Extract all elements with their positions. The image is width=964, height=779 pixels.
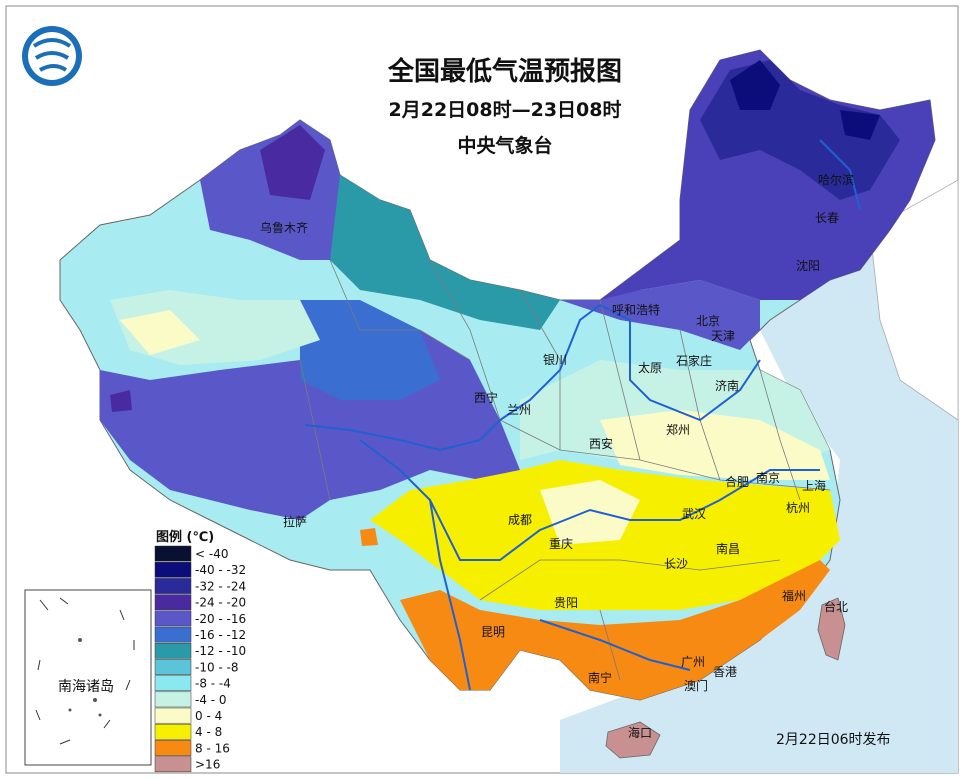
legend-label: -24 - -20 bbox=[195, 596, 246, 610]
zone-central-warm bbox=[600, 410, 830, 480]
city-label: 上海 bbox=[802, 478, 826, 493]
zone-tibet-spot bbox=[110, 390, 132, 412]
legend-swatch bbox=[154, 626, 192, 643]
city-label: 福州 bbox=[782, 588, 806, 603]
city-label: 北京 bbox=[696, 314, 720, 328]
legend-label: < -40 bbox=[195, 547, 228, 561]
legend-swatch bbox=[154, 594, 192, 611]
city-label: 澳门 bbox=[684, 678, 708, 693]
city-label: 武汉 bbox=[682, 507, 706, 521]
legend-label: -8 - -4 bbox=[195, 677, 231, 691]
legend-swatch bbox=[154, 642, 192, 659]
city-label: 长沙 bbox=[664, 557, 688, 571]
legend-label: -32 - -24 bbox=[195, 579, 246, 593]
inset-islands bbox=[68, 638, 102, 717]
issue-time: 2月22日06时发布 bbox=[776, 732, 891, 748]
legend-label: -12 - -10 bbox=[195, 644, 246, 658]
zone-gansu-teal bbox=[330, 175, 560, 330]
city-label: 银川 bbox=[543, 353, 567, 367]
city-label: 石家庄 bbox=[676, 353, 712, 368]
south-china-sea-inset: 南海诸岛 bbox=[24, 589, 152, 766]
legend-label: >16 bbox=[195, 758, 220, 772]
legend-label: 8 - 16 bbox=[195, 741, 230, 755]
inset-frame bbox=[24, 589, 152, 766]
taiwan-island bbox=[817, 597, 846, 661]
city-label: 拉萨 bbox=[283, 514, 307, 529]
inset-label: 南海诸岛 bbox=[58, 679, 114, 695]
city-label: 南宁 bbox=[588, 670, 612, 685]
city-label: 南京 bbox=[756, 470, 780, 485]
legend-swatch bbox=[154, 691, 192, 708]
korea-japan-land bbox=[869, 179, 959, 421]
legend-swatch bbox=[154, 740, 192, 756]
legend-label: -40 - -32 bbox=[195, 563, 246, 577]
cma-logo-icon bbox=[22, 26, 82, 86]
city-label: 南昌 bbox=[716, 541, 740, 556]
city-label: 昆明 bbox=[481, 625, 505, 639]
city-label: 合肥 bbox=[725, 474, 749, 489]
city-label: 长春 bbox=[815, 211, 839, 225]
issuing-agency: 中央气象台 bbox=[457, 134, 552, 157]
legend-label: -20 - -16 bbox=[195, 612, 246, 626]
city-label: 海口 bbox=[628, 725, 652, 740]
legend-swatch bbox=[154, 561, 192, 578]
zone-tarim-warm bbox=[120, 310, 200, 355]
legend-swatch bbox=[154, 610, 192, 627]
legend-label: -4 - 0 bbox=[195, 693, 227, 707]
forecast-period: 2月22日08时—23日08时 bbox=[389, 99, 622, 121]
legend: 图例 (℃) < -40 -40 - -32 -32 - -24 -24 - -20 -… bbox=[154, 529, 246, 773]
rivers bbox=[304, 139, 861, 691]
zone-south-orange bbox=[400, 560, 830, 700]
city-label: 广州 bbox=[681, 655, 705, 669]
legend-swatch bbox=[154, 723, 192, 740]
city-label: 西宁 bbox=[474, 390, 498, 405]
city-label: 贵阳 bbox=[554, 596, 578, 610]
legend-title: 图例 (℃) bbox=[156, 529, 214, 545]
city-label: 杭州 bbox=[786, 500, 810, 515]
city-label: 呼和浩特 bbox=[612, 302, 660, 317]
legend-label: 0 - 4 bbox=[195, 709, 222, 723]
city-label: 太原 bbox=[638, 360, 662, 375]
legend-label: -16 - -12 bbox=[195, 628, 246, 642]
city-label: 乌鲁木齐 bbox=[260, 220, 308, 235]
zone-orange-spot bbox=[360, 528, 378, 546]
map-title: 全国最低气温预报图 bbox=[387, 56, 622, 87]
hainan-island bbox=[605, 721, 661, 759]
legend-swatch bbox=[154, 545, 192, 562]
city-label: 重庆 bbox=[549, 537, 573, 551]
legend-swatch bbox=[154, 756, 192, 773]
city-label: 台北 bbox=[824, 599, 848, 614]
city-label: 香港 bbox=[713, 665, 737, 679]
city-label: 西安 bbox=[589, 436, 613, 451]
city-label: 成都 bbox=[508, 513, 532, 527]
legend-label: -10 - -8 bbox=[195, 660, 239, 674]
legend-label: 4 - 8 bbox=[195, 725, 222, 739]
zone-qinghai bbox=[300, 300, 440, 400]
city-label: 天津 bbox=[711, 329, 735, 343]
zone-north-band bbox=[560, 280, 760, 350]
legend-swatch bbox=[154, 578, 192, 594]
city-label: 济南 bbox=[715, 378, 739, 393]
zone-northeast-coldest bbox=[730, 60, 780, 110]
legend-swatch bbox=[154, 659, 192, 675]
zone-northeast-coldest-2 bbox=[840, 110, 880, 140]
zone-xinjiang-north-cold bbox=[260, 125, 325, 200]
city-label: 郑州 bbox=[666, 422, 690, 437]
zone-sichuan-basin bbox=[540, 480, 640, 545]
sea-area bbox=[560, 200, 958, 773]
city-label: 哈尔滨 bbox=[818, 172, 854, 187]
city-labels: 哈尔滨 长春 沈阳 乌鲁木齐 呼和浩特 北京 天津 石家庄 太原 济南 银川 西… bbox=[260, 172, 854, 740]
legend-swatch bbox=[154, 675, 192, 692]
city-label: 兰州 bbox=[507, 403, 531, 417]
city-label: 沈阳 bbox=[796, 258, 820, 273]
legend-swatch bbox=[154, 707, 192, 724]
inset-boundary-dashes bbox=[35, 597, 135, 745]
